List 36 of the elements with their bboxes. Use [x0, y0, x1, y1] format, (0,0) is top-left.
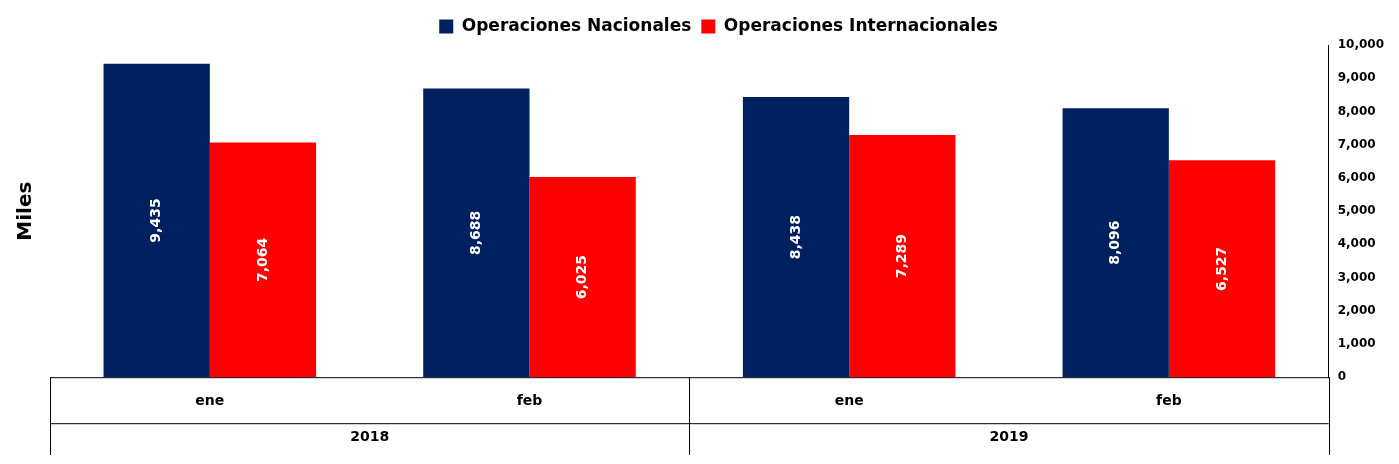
y-tick-label: 3,000	[1337, 269, 1376, 284]
x-tick-label: ene	[834, 392, 864, 409]
bar	[529, 177, 636, 378]
x-tick-label: feb	[1156, 392, 1182, 409]
data-label: 9,435	[147, 198, 164, 243]
y-tick-label: 6,000	[1337, 170, 1376, 185]
y-tick-label: 8,000	[1337, 103, 1376, 118]
x-tick-label: feb	[516, 392, 543, 409]
data-label: 7,289	[892, 233, 909, 279]
data-label: 8,688	[467, 210, 483, 256]
data-label: 7,064	[253, 237, 270, 283]
bar	[1168, 160, 1276, 378]
text: 2019	[989, 427, 1029, 444]
bar	[849, 135, 956, 378]
bar	[209, 142, 317, 378]
legend-label: Operaciones Internacionales	[723, 14, 998, 35]
data-label: 8,096	[1106, 220, 1123, 265]
y-tick-label: 0	[1337, 369, 1347, 384]
legend-label: Operaciones Nacionales	[461, 14, 692, 35]
y-tick-label: 4,000	[1337, 236, 1376, 251]
y-tick-label: 9,000	[1337, 70, 1376, 85]
data-label: 8,438	[786, 214, 803, 260]
x-tick-label: ene	[195, 392, 225, 409]
bar	[1062, 108, 1169, 378]
y-tick-label: 7,000	[1337, 136, 1376, 151]
data-label: 6,527	[1212, 246, 1229, 291]
bar	[742, 96, 850, 378]
bar	[103, 63, 210, 378]
data-label: 6,025	[573, 254, 590, 300]
y-tick-label: 5,000	[1337, 203, 1376, 218]
y-axis-title: Miles	[12, 181, 37, 241]
text: 2018	[350, 427, 390, 444]
bar	[423, 88, 530, 378]
y-tick-label: 2,000	[1337, 302, 1376, 317]
y-tick-label: 1,000	[1337, 336, 1376, 351]
y-tick-label: 10,000	[1337, 37, 1385, 52]
